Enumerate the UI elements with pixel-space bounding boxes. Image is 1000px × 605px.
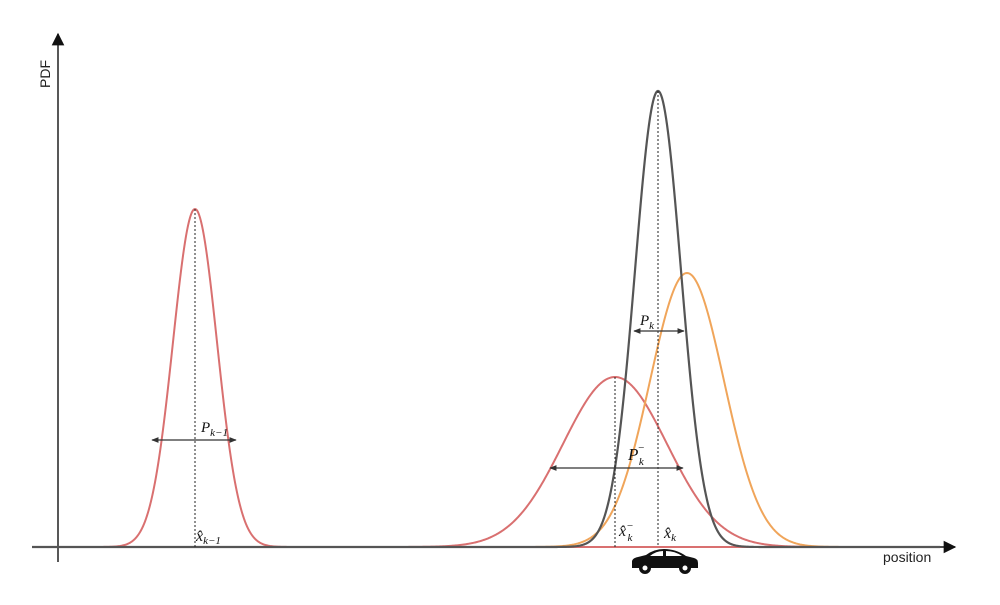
x-axis-label: position	[883, 549, 931, 565]
label-p-k: Pk	[639, 313, 655, 332]
label-p-k-minus-1: Pk−1	[200, 420, 228, 439]
car-icon	[632, 549, 698, 574]
prior-estimate-curve	[32, 207, 940, 548]
label-p-k-prior: P− k	[627, 442, 645, 468]
predicted-estimate-curve	[32, 375, 940, 548]
label-x-hat-k-minus-1: x̂k−1	[195, 528, 221, 547]
label-x-hat-k-prior: x̂− k	[618, 520, 634, 544]
updated-estimate-curve	[32, 89, 940, 549]
label-x-hat-k: x̂k	[663, 525, 677, 544]
y-axis-label: PDF	[37, 60, 53, 88]
measurement-curve	[32, 271, 940, 548]
